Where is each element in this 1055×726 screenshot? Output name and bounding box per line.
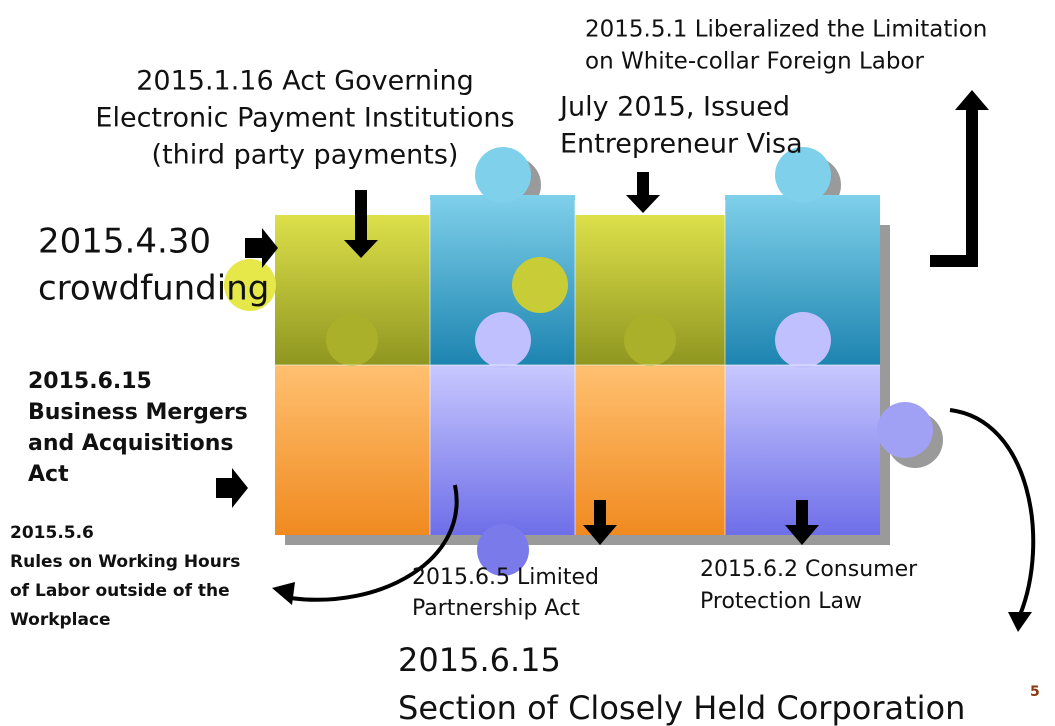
label-line: 2015.6.15 bbox=[398, 641, 561, 679]
arrow-head bbox=[272, 582, 295, 605]
label-line: Workplace bbox=[10, 610, 111, 630]
piece-orange-2 bbox=[575, 314, 725, 535]
piece-lavender-2 bbox=[725, 312, 933, 535]
label-line: on White-collar Foreign Labor bbox=[585, 49, 925, 75]
label-line: 2015.6.5 Limited bbox=[412, 565, 599, 590]
curved-arrows bbox=[289, 408, 1036, 616]
label-line: Business Mergers bbox=[28, 400, 248, 425]
label-line: 2015.1.16 Act Governing bbox=[136, 66, 474, 97]
piece-lavender-1 bbox=[430, 312, 575, 576]
piece-edges bbox=[275, 200, 880, 535]
piece-orange-1 bbox=[275, 314, 430, 535]
puzzle bbox=[224, 147, 943, 576]
label-line: crowdfunding bbox=[38, 269, 269, 309]
page-number: 5 bbox=[1030, 684, 1040, 700]
arrows bbox=[216, 90, 989, 545]
arrow-down bbox=[626, 172, 660, 213]
label-line: 2015.5.1 Liberalized the Limitation bbox=[585, 17, 987, 43]
piece-olive-2 bbox=[512, 215, 725, 365]
arrow-down bbox=[583, 500, 617, 545]
label-line: Electronic Payment Institutions bbox=[95, 103, 514, 134]
label-line: 2015.6.15 bbox=[28, 369, 152, 394]
label-line: Protection Law bbox=[700, 589, 862, 614]
label-line: Rules on Working Hours bbox=[10, 552, 240, 572]
label-line: 2015.5.6 bbox=[10, 523, 94, 543]
label-line: of Labor outside of the bbox=[10, 581, 230, 601]
arrow-right bbox=[245, 228, 278, 268]
arrow-bent-up bbox=[930, 90, 989, 267]
curved-arrow bbox=[289, 484, 459, 602]
arrow-down bbox=[344, 190, 378, 258]
arrow-down bbox=[785, 500, 819, 545]
arrow-right bbox=[216, 468, 248, 508]
label-line: Act bbox=[28, 462, 69, 487]
label-line: (third party payments) bbox=[152, 140, 459, 171]
label-line: Section of Closely Held Corporation bbox=[398, 689, 965, 726]
label-line: Entrepreneur Visa bbox=[560, 129, 803, 160]
label-line: Partnership Act bbox=[412, 596, 580, 621]
label-line: and Acquisitions bbox=[28, 431, 234, 456]
label-line: July 2015, Issued bbox=[558, 92, 790, 123]
label-line: 2015.6.2 Consumer bbox=[700, 557, 918, 582]
label-line: 2015.4.30 bbox=[38, 222, 211, 262]
arrow-head bbox=[1008, 612, 1032, 632]
curved-arrow bbox=[949, 408, 1036, 616]
